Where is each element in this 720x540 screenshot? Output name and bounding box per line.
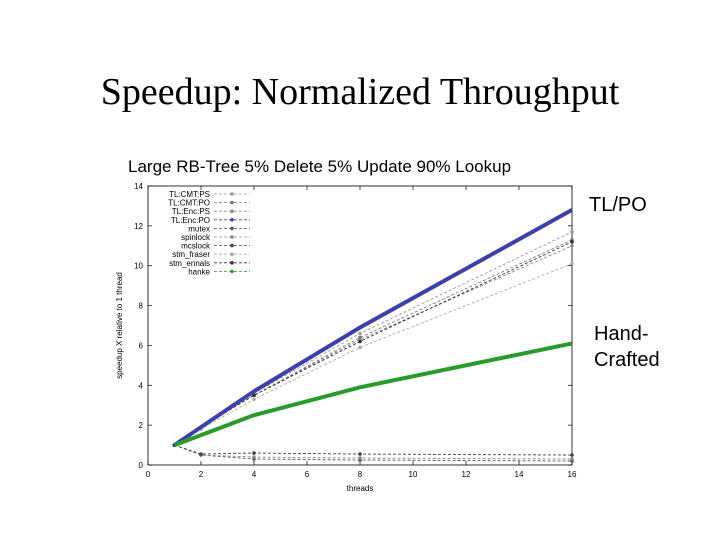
y-tick-label: 8 — [139, 302, 144, 311]
x-tick-label: 10 — [409, 470, 418, 479]
legend-marker — [230, 226, 234, 231]
legend-marker — [230, 192, 234, 196]
callout-hand-line2: Crafted — [594, 349, 660, 371]
legend-marker — [230, 235, 234, 239]
series-point-mcslock — [252, 451, 256, 455]
legend-label: stm_ennals — [169, 259, 210, 268]
series-point-stm-fraser — [358, 345, 362, 350]
series-point-stm-ennals — [252, 393, 256, 398]
series-line-tl-enc-po — [173, 208, 573, 447]
series-line-tl-cmt-po — [174, 239, 573, 446]
x-tick-label: 2 — [199, 470, 204, 479]
legend-label: hanke — [188, 267, 210, 276]
y-axis-label: speedup X relative to 1 thread — [115, 272, 124, 379]
series-point-tl-cmt-ps — [570, 230, 574, 234]
callout-hand-line1: Hand- — [594, 323, 649, 345]
y-tick-label: 6 — [139, 341, 144, 350]
legend-marker — [230, 218, 234, 222]
legend-label: TL:Enc:PO — [171, 216, 210, 225]
chart-title: Large RB-Tree 5% Delete 5% Update 90% Lo… — [128, 157, 512, 176]
y-tick-label: 14 — [134, 182, 143, 191]
series-point-mcslock — [358, 452, 362, 456]
series-line-spinlock — [174, 444, 573, 460]
series-line-tl-enc-ps — [174, 245, 573, 446]
legend-label: mcslock — [181, 242, 211, 251]
series-point-spinlock — [358, 456, 362, 460]
callout-tlpo: TL/PO — [589, 194, 647, 216]
series-line-tl-cmt-ps — [174, 231, 573, 446]
series-line-hanke — [173, 341, 573, 447]
legend-marker — [230, 252, 234, 256]
legend-label: TL:CMT:PS — [169, 190, 210, 199]
callout-hand-crafted: Hand- Crafted — [594, 321, 660, 373]
x-tick-label: 4 — [252, 470, 257, 479]
series-point-stm-fraser — [252, 397, 256, 402]
x-tick-label: 6 — [305, 470, 310, 479]
y-tick-label: 12 — [134, 222, 143, 231]
legend-marker — [230, 261, 234, 265]
y-tick-label: 10 — [134, 262, 143, 271]
series-point-mcslock — [570, 453, 574, 457]
y-tick-label: 4 — [139, 381, 144, 390]
legend-marker — [230, 200, 234, 205]
series-point-stm-fraser — [570, 261, 574, 266]
series-point-stm-ennals — [358, 339, 362, 344]
slide-title: Speedup: Normalized Throughput — [100, 71, 620, 113]
x-axis-label: threads — [347, 484, 374, 493]
series-point-spinlock — [570, 457, 574, 461]
x-tick-label: 16 — [568, 470, 577, 479]
x-tick-label: 8 — [358, 470, 363, 479]
legend-label: stm_fraser — [172, 250, 210, 259]
series-point-tl-cmt-ps — [358, 331, 362, 336]
legend-label: TL:CMT:PO — [168, 199, 210, 208]
series-point-tl-enc-ps — [570, 243, 574, 248]
series-point-stm-ennals — [570, 240, 574, 244]
legend-marker — [230, 243, 234, 248]
legend-label: TL:Enc:PS — [172, 207, 210, 216]
legend-marker — [230, 209, 234, 213]
legend-marker — [230, 269, 234, 274]
legend-label: mutex — [188, 224, 210, 233]
y-tick-label: 0 — [139, 461, 144, 470]
x-tick-label: 14 — [515, 470, 524, 479]
x-tick-label: 12 — [462, 470, 471, 479]
y-tick-label: 2 — [139, 421, 144, 430]
series-line-mcslock — [174, 444, 573, 456]
series-point-mcslock — [199, 452, 203, 456]
series-point-spinlock — [252, 455, 256, 459]
legend-label: spinlock — [181, 233, 211, 242]
x-tick-label: 0 — [146, 470, 151, 479]
